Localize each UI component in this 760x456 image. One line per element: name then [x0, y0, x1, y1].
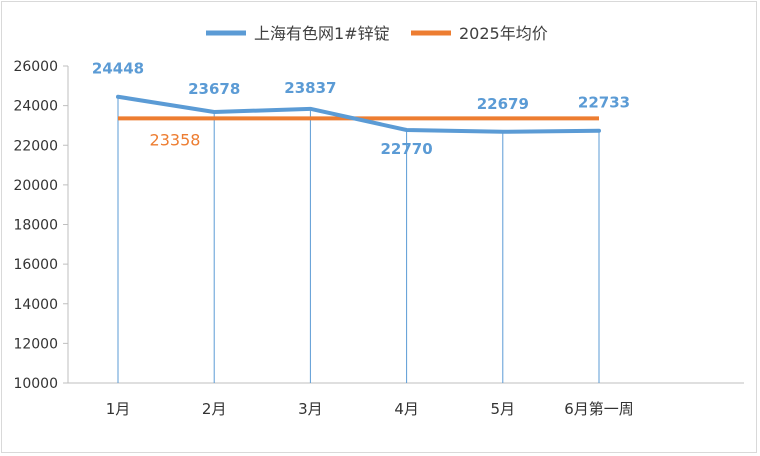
data-label-zinc: 23678	[188, 80, 240, 98]
data-labels: 24448 23678 23837 22770 22679 22733 23358	[92, 60, 630, 158]
legend: 上海有色网1#锌锭 2025年均价	[206, 24, 548, 43]
series-layer	[116, 94, 601, 134]
x-tick-label: 6月第一周	[564, 400, 634, 418]
data-label-zinc: 22770	[381, 140, 433, 158]
x-tick-label: 4月	[394, 400, 419, 418]
y-tick-label: 12000	[13, 336, 58, 352]
y-tick-label: 14000	[13, 297, 58, 313]
series-line-zinc	[116, 94, 601, 134]
y-tick-label: 20000	[13, 178, 58, 194]
y-tick-label: 22000	[13, 138, 58, 154]
data-label-zinc: 22679	[477, 95, 529, 113]
x-tick-label: 1月	[106, 400, 131, 418]
data-label-zinc: 22733	[578, 94, 630, 112]
y-tick-label: 18000	[13, 218, 58, 234]
y-tick-label: 16000	[13, 257, 58, 273]
legend-label-zinc: 上海有色网1#锌锭	[254, 24, 390, 43]
data-label-zinc: 24448	[92, 60, 144, 78]
y-tick-label: 10000	[13, 376, 58, 392]
y-tick-label: 24000	[13, 99, 58, 115]
x-tick-label: 2月	[202, 400, 227, 418]
drop-lines	[117, 96, 600, 383]
x-tick-label: 3月	[298, 400, 323, 418]
y-tick-label: 26000	[13, 59, 58, 75]
x-tick-label: 5月	[491, 400, 516, 418]
x-axis: 1月 2月 3月 4月 5月 6月第一周	[68, 382, 744, 418]
legend-label-average: 2025年均价	[459, 24, 548, 43]
data-label-zinc: 23837	[284, 79, 336, 97]
data-label-average: 23358	[150, 130, 201, 149]
y-axis: 10000 12000 14000 16000 18000 20000 22000 24000…	[13, 59, 69, 392]
